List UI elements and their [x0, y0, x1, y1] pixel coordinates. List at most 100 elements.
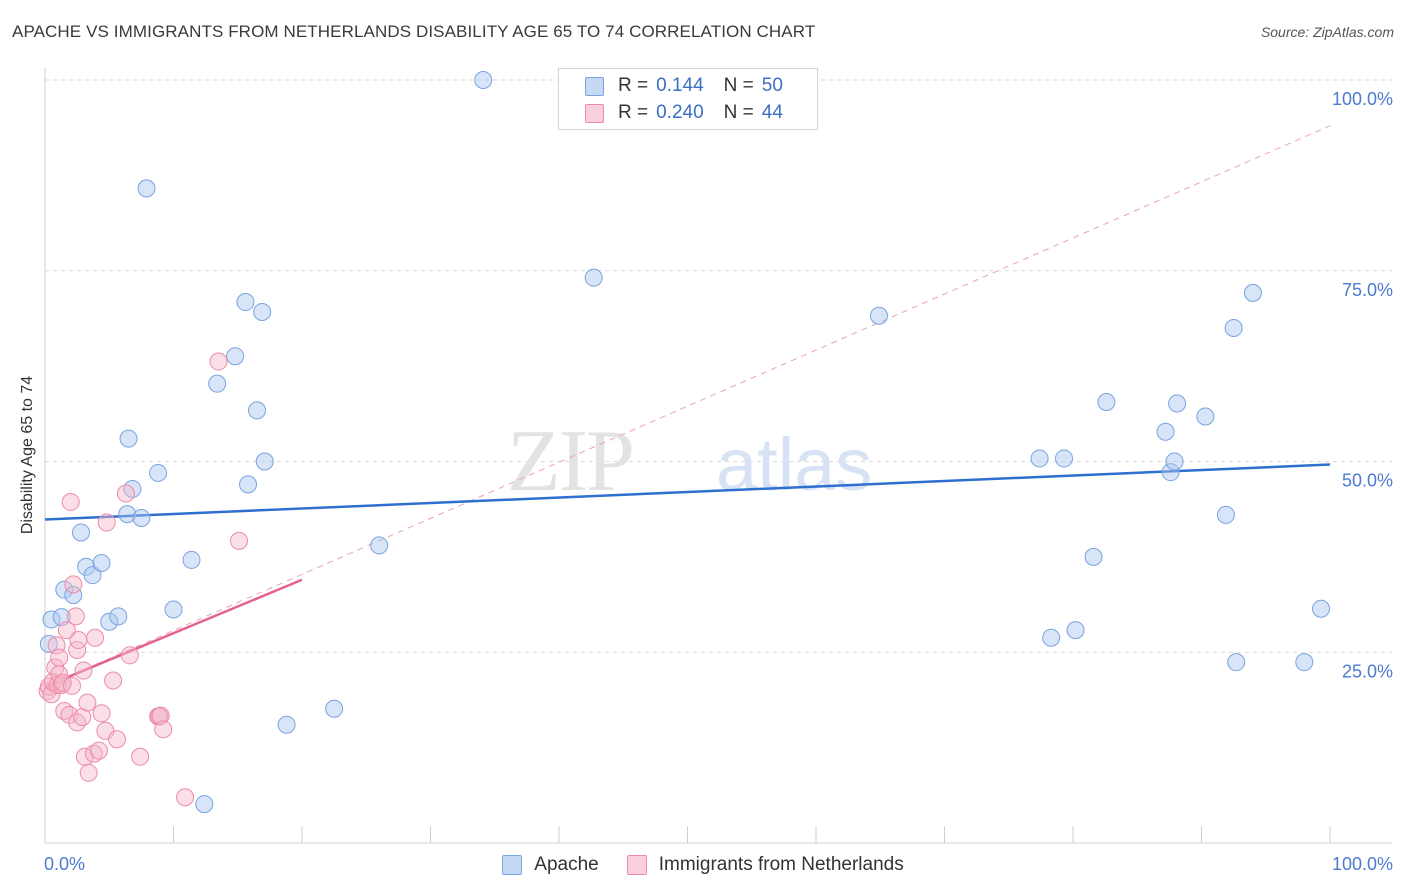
netherlands-point	[74, 661, 93, 680]
apache-point	[226, 347, 245, 366]
r-value: 0.240	[656, 102, 704, 123]
tick-labels: 25.0% 50.0% 75.0% 100.0% 0.0% 100.0%	[44, 89, 1393, 874]
n-value: 44	[761, 102, 783, 123]
watermark-zip: ZIP	[507, 413, 633, 510]
watermark-atlas: atlas	[716, 423, 872, 506]
apache-point	[869, 306, 888, 325]
apache-point	[1084, 547, 1103, 566]
apache-point	[1161, 463, 1180, 482]
apache-point	[474, 71, 493, 89]
n-label: N =	[723, 75, 754, 96]
apache-point	[119, 429, 138, 448]
apache-point	[1097, 392, 1116, 411]
apache-point	[277, 715, 296, 734]
y-tick-label: 50.0%	[1342, 471, 1393, 491]
apache-point	[149, 463, 168, 482]
netherlands-point	[57, 621, 76, 640]
netherlands-point	[86, 628, 105, 647]
netherlands-point	[92, 704, 111, 723]
apache-point	[248, 401, 267, 420]
correlation-legend: R = 0.144 N = 50 R = 0.240 N = 44	[558, 68, 818, 130]
watermark: ZIP atlas	[507, 413, 872, 510]
y-tick-label: 75.0%	[1342, 280, 1393, 300]
legend-item-apache[interactable]: Apache	[502, 854, 599, 876]
apache-point	[370, 536, 389, 555]
apache-point	[1227, 653, 1246, 672]
legend-label-apache: Apache	[534, 854, 599, 875]
netherlands-point	[62, 676, 81, 695]
apache-point	[255, 452, 274, 471]
apache-point	[1196, 407, 1215, 426]
apache-point	[325, 699, 344, 718]
netherlands-point	[176, 788, 195, 807]
apache-point	[1243, 283, 1262, 302]
x-tick-label-min: 0.0%	[44, 854, 85, 874]
r-value: 0.144	[656, 75, 704, 96]
apache-point	[64, 586, 83, 605]
netherlands-point	[68, 713, 87, 732]
series-legend: Apache Immigrants from Netherlands	[0, 852, 1406, 878]
apache-point	[1165, 452, 1184, 471]
netherlands-point	[97, 513, 116, 532]
apache-swatch	[585, 76, 604, 96]
apache-point	[195, 795, 214, 814]
legend-row-netherlands: R = 0.240 N = 44	[585, 102, 783, 124]
netherlands-point	[79, 763, 98, 782]
axes	[44, 68, 1392, 844]
apache-point	[1168, 394, 1187, 413]
apache-point	[1030, 449, 1049, 468]
netherlands-point	[151, 706, 170, 725]
source-credit: Source: ZipAtlas.com	[1260, 24, 1394, 40]
apache-point	[584, 268, 603, 287]
apache-point	[1055, 449, 1074, 468]
apache-point	[1312, 599, 1331, 618]
netherlands-point	[230, 531, 249, 550]
apache-point	[100, 612, 119, 631]
apache-point	[39, 634, 58, 653]
netherlands-point	[84, 744, 103, 763]
netherlands-point	[50, 648, 69, 667]
apache-point	[1066, 621, 1085, 640]
apache-point	[208, 374, 227, 393]
apache-point	[109, 607, 128, 626]
trend-extension-1	[44, 125, 1331, 688]
netherlands-point	[89, 741, 108, 760]
netherlands-point	[154, 720, 173, 739]
netherlands-point	[131, 747, 150, 766]
data-points	[38, 71, 1331, 814]
y-tick-label: 25.0%	[1342, 661, 1393, 681]
apache-swatch	[502, 855, 523, 875]
trend-lines	[44, 125, 1331, 688]
apache-point	[236, 293, 255, 312]
netherlands-point	[69, 631, 88, 650]
netherlands-point	[50, 665, 69, 684]
n-value: 50	[761, 75, 783, 96]
trend-line-1	[44, 578, 303, 688]
netherlands-swatch	[585, 103, 604, 123]
netherlands-point	[73, 708, 92, 727]
apache-point	[71, 523, 90, 542]
netherlands-point	[120, 646, 139, 665]
netherlands-point	[209, 352, 228, 371]
netherlands-point	[61, 492, 80, 511]
apache-point	[253, 302, 272, 321]
netherlands-point	[104, 671, 123, 690]
n-label: N =	[723, 102, 754, 123]
netherlands-point	[68, 640, 87, 659]
apache-point	[1216, 505, 1235, 524]
legend-label-netherlands: Immigrants from Netherlands	[658, 854, 904, 875]
apache-point	[1295, 653, 1314, 672]
apache-point	[1156, 422, 1175, 441]
apache-point	[1042, 628, 1061, 647]
apache-point	[83, 566, 102, 585]
legend-item-netherlands[interactable]: Immigrants from Netherlands	[626, 854, 904, 876]
apache-point	[164, 600, 183, 619]
apache-point	[118, 505, 137, 524]
netherlands-swatch	[626, 855, 647, 875]
legend-row-apache: R = 0.144 N = 50	[585, 75, 783, 97]
netherlands-point	[107, 730, 126, 749]
apache-point	[132, 508, 151, 527]
netherlands-point	[66, 607, 85, 626]
gridlines	[45, 79, 1392, 653]
